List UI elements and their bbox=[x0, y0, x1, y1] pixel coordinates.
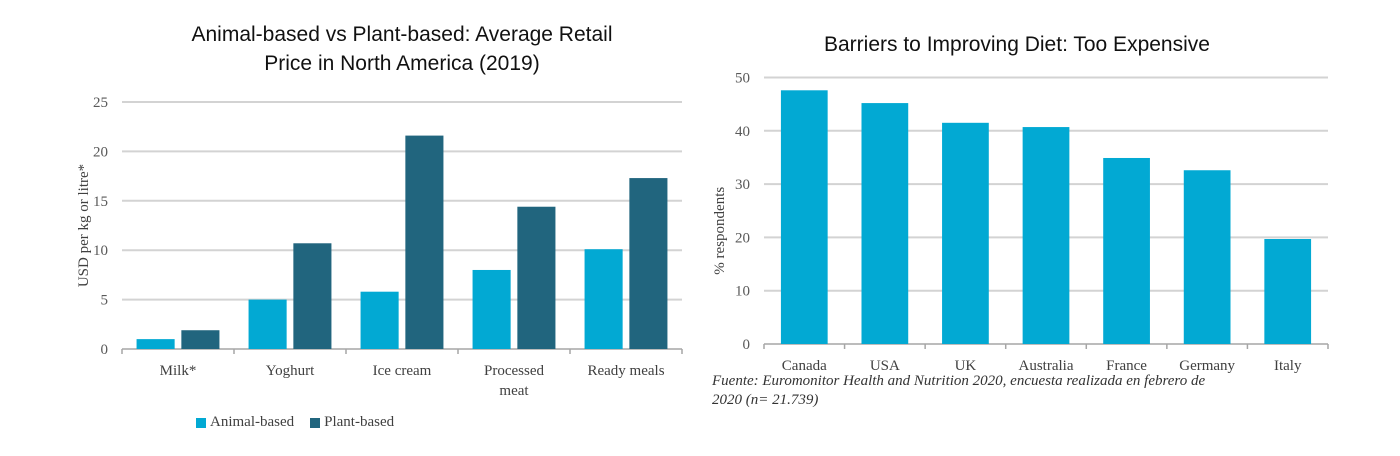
x-tick-label: UK bbox=[955, 358, 977, 374]
left-chart-title-line-1: Animal-based vs Plant-based: Average Ret… bbox=[191, 23, 613, 46]
y-tick-label: 0 bbox=[101, 342, 109, 358]
legend-swatch-plant-based bbox=[310, 417, 321, 428]
left-chart-legend: Animal-based Plant-based bbox=[196, 414, 394, 431]
legend-item-plant-based: Plant-based bbox=[310, 414, 394, 431]
bar-too-expensive-italy bbox=[1264, 238, 1312, 344]
y-tick-label: 50 bbox=[735, 71, 750, 87]
right-chart-title: Barriers to Improving Diet: Too Expensiv… bbox=[824, 33, 1210, 56]
y-tick-label: 20 bbox=[735, 230, 750, 246]
bar-animal-based-milk- bbox=[136, 339, 175, 349]
bar-animal-based-ready-meals bbox=[584, 249, 623, 349]
bar-plant-based-ready-meals bbox=[629, 178, 668, 349]
x-tick-label: Ice cream bbox=[373, 363, 432, 379]
bar-too-expensive-usa bbox=[861, 103, 909, 344]
y-tick-label: 15 bbox=[93, 194, 108, 210]
legend-item-animal-based: Animal-based bbox=[196, 414, 294, 431]
legend-label-animal-based: Animal-based bbox=[210, 414, 295, 430]
bar-animal-based-ice-cream bbox=[360, 291, 399, 349]
y-tick-label: 40 bbox=[735, 124, 750, 140]
x-tick-label: Italy bbox=[1274, 358, 1302, 374]
y-tick-label: 20 bbox=[93, 144, 108, 160]
x-tick-label: meat bbox=[499, 383, 529, 399]
x-tick-label: Ready meals bbox=[587, 363, 664, 379]
left-chart-title-line-2: Price in North America (2019) bbox=[264, 52, 540, 75]
bar-plant-based-processed-meat bbox=[517, 206, 556, 349]
y-tick-label: 25 bbox=[93, 95, 108, 111]
bar-plant-based-ice-cream bbox=[405, 135, 444, 349]
x-tick-label: Milk* bbox=[160, 363, 197, 379]
bar-too-expensive-uk bbox=[942, 122, 989, 345]
y-tick-label: 5 bbox=[101, 293, 109, 309]
x-tick-label: Processed bbox=[484, 363, 544, 379]
x-tick-label: Germany bbox=[1179, 358, 1235, 374]
y-tick-label: 10 bbox=[93, 243, 108, 259]
bar-animal-based-processed-meat bbox=[472, 269, 511, 349]
legend-label-plant-based: Plant-based bbox=[324, 414, 395, 430]
bar-animal-based-yoghurt bbox=[248, 299, 287, 349]
bar-too-expensive-australia bbox=[1022, 127, 1070, 344]
x-tick-label: Australia bbox=[1019, 358, 1074, 374]
y-axis-label: USD per kg or litre* bbox=[76, 164, 92, 287]
y-tick-label: 30 bbox=[735, 177, 750, 193]
bar-too-expensive-germany bbox=[1183, 170, 1231, 344]
y-tick-label: 0 bbox=[743, 337, 751, 353]
x-tick-label: Canada bbox=[782, 358, 827, 374]
x-tick-label: Yoghurt bbox=[266, 363, 315, 379]
bar-too-expensive-canada bbox=[780, 90, 828, 345]
x-tick-label: USA bbox=[870, 358, 900, 374]
left-chart-title: Animal-based vs Plant-based: Average Ret… bbox=[122, 20, 682, 78]
x-tick-label: France bbox=[1106, 358, 1147, 374]
legend-swatch-animal-based bbox=[196, 417, 206, 428]
bar-plant-based-yoghurt bbox=[293, 243, 332, 349]
source-note: Fuente: Euromonitor Health and Nutrition… bbox=[712, 373, 1206, 408]
bar-too-expensive-france bbox=[1103, 157, 1150, 344]
y-tick-label: 10 bbox=[735, 284, 750, 300]
bar-plant-based-milk- bbox=[181, 330, 220, 349]
y-axis-label: % respondents bbox=[712, 187, 728, 275]
